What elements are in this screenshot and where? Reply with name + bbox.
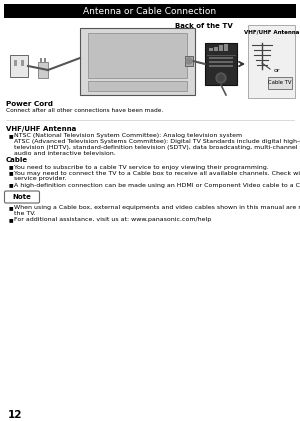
- Text: VHF/UHF Antenna: VHF/UHF Antenna: [6, 126, 76, 132]
- Bar: [209, 48, 213, 51]
- Text: ■: ■: [9, 218, 14, 223]
- Text: Cable TV: Cable TV: [268, 80, 292, 85]
- Bar: [88, 33, 187, 78]
- Text: A high-definition connection can be made using an HDMI or Component Video cable : A high-definition connection can be made…: [14, 182, 300, 187]
- Bar: [205, 43, 237, 85]
- Bar: [185, 56, 193, 66]
- Bar: [224, 43, 228, 51]
- Text: or: or: [274, 69, 280, 74]
- Text: ATSC (Advanced Television Systems Committee): Digital TV Standards include digit: ATSC (Advanced Television Systems Commit…: [14, 139, 300, 156]
- Bar: [214, 46, 218, 51]
- Text: ■: ■: [9, 171, 14, 176]
- Text: You need to subscribe to a cable TV service to enjoy viewing their programming.: You need to subscribe to a cable TV serv…: [14, 165, 269, 170]
- Bar: [10, 55, 28, 77]
- Circle shape: [218, 75, 224, 81]
- Bar: [248, 25, 295, 98]
- Circle shape: [216, 73, 226, 83]
- Text: When using a Cable box, external equipments and video cables shown in this manua: When using a Cable box, external equipme…: [14, 205, 300, 216]
- Text: Note: Note: [13, 194, 32, 200]
- Text: You may need to connect the TV to a Cable box to receive all available channels.: You may need to connect the TV to a Cabl…: [14, 171, 300, 181]
- FancyBboxPatch shape: [4, 191, 40, 203]
- Bar: [219, 45, 223, 51]
- Bar: [209, 65, 233, 67]
- Bar: [88, 81, 187, 91]
- Bar: [44, 58, 46, 63]
- Text: VHF/UHF Antenna: VHF/UHF Antenna: [244, 29, 299, 34]
- Bar: [14, 60, 17, 66]
- Text: NTSC (National Television System Committee): Analog television system: NTSC (National Television System Committ…: [14, 133, 242, 138]
- Text: 12: 12: [8, 410, 22, 420]
- Bar: [268, 77, 292, 89]
- Text: ■: ■: [9, 165, 14, 170]
- Circle shape: [186, 58, 192, 64]
- Text: Back of the TV: Back of the TV: [175, 23, 233, 29]
- Bar: [40, 58, 42, 63]
- Bar: [4, 4, 296, 18]
- Text: ■: ■: [9, 133, 14, 138]
- Bar: [38, 62, 48, 78]
- Bar: [21, 60, 24, 66]
- Text: ■: ■: [9, 205, 14, 210]
- Text: ■: ■: [9, 182, 14, 187]
- Bar: [209, 61, 233, 63]
- Bar: [80, 28, 195, 95]
- Text: Power Cord: Power Cord: [6, 101, 53, 107]
- Text: Antenna or Cable Connection: Antenna or Cable Connection: [83, 6, 217, 16]
- Text: For additional assistance, visit us at: www.panasonic.com/help: For additional assistance, visit us at: …: [14, 218, 211, 223]
- Text: Connect after all other connections have been made.: Connect after all other connections have…: [6, 108, 164, 113]
- Text: Cable: Cable: [6, 157, 28, 163]
- Bar: [209, 57, 233, 59]
